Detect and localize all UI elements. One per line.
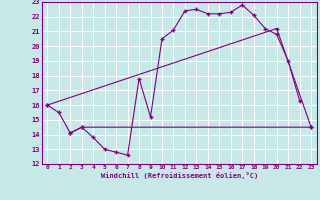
X-axis label: Windchill (Refroidissement éolien,°C): Windchill (Refroidissement éolien,°C) [100, 172, 258, 179]
